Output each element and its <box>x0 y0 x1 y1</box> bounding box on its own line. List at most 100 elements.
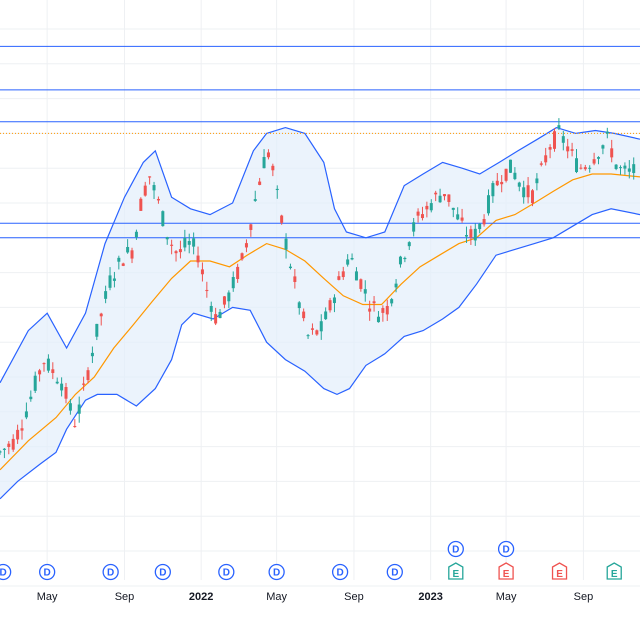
candle <box>60 377 64 397</box>
dividend-marker-circle <box>331 563 349 581</box>
dividend-marker[interactable]: D <box>218 563 235 581</box>
candle-body <box>363 289 367 294</box>
candle <box>121 262 125 267</box>
dividend-marker[interactable]: D <box>268 563 285 581</box>
candle-body <box>302 311 306 319</box>
dividend-marker[interactable]: D <box>497 540 515 558</box>
candle-body <box>561 136 565 143</box>
candle <box>350 253 354 261</box>
dividend-marker-circle <box>268 563 285 581</box>
candle-body <box>495 180 499 186</box>
candle-body <box>376 316 380 323</box>
candle-body <box>566 146 570 152</box>
candle <box>7 441 11 455</box>
candle <box>42 362 46 372</box>
candle-body <box>544 155 548 163</box>
candle-body <box>588 167 592 169</box>
candle <box>117 255 121 270</box>
candle <box>500 175 504 193</box>
candle-body <box>328 300 332 311</box>
candle <box>297 301 301 315</box>
candle-body <box>0 451 2 453</box>
candle <box>623 162 627 175</box>
earnings-marker[interactable]: E <box>498 562 514 580</box>
candles-layer <box>0 118 636 459</box>
candle <box>284 233 288 259</box>
candle <box>597 156 601 165</box>
candle-body <box>99 313 103 317</box>
dividend-marker[interactable]: D <box>0 563 12 581</box>
candle-body <box>513 172 517 180</box>
candle <box>112 271 116 288</box>
earnings-marker-label: E <box>503 569 510 580</box>
dividend-marker-label: D <box>273 568 280 579</box>
candle <box>566 138 570 159</box>
candle-body <box>491 183 495 197</box>
candle <box>73 419 77 428</box>
candle <box>504 168 508 183</box>
earnings-marker-shape <box>606 562 622 580</box>
dividend-marker[interactable]: D <box>447 540 464 558</box>
dividend-marker[interactable]: D <box>102 563 119 581</box>
candle-body <box>253 199 257 201</box>
earnings-marker[interactable]: E <box>448 562 464 580</box>
candle <box>95 323 99 341</box>
candle <box>570 142 574 157</box>
candle-body <box>478 223 482 230</box>
candle <box>346 254 350 267</box>
candle <box>249 223 253 237</box>
candle-body <box>29 396 33 400</box>
candle <box>420 206 424 221</box>
candle <box>425 201 429 218</box>
candle <box>231 271 235 292</box>
candle <box>438 188 442 203</box>
candle-body <box>504 168 508 181</box>
dividend-marker[interactable]: D <box>331 563 349 581</box>
earnings-marker-label: E <box>611 569 618 580</box>
candle <box>583 164 587 171</box>
candle-body <box>526 185 530 198</box>
earnings-marker-shape <box>448 562 464 580</box>
x-tick-label: Sep <box>344 591 364 603</box>
candle <box>508 159 512 174</box>
candle-body <box>557 125 561 129</box>
candle <box>240 252 244 261</box>
dividend-marker-circle <box>218 563 235 581</box>
candle <box>306 334 310 339</box>
dividend-marker[interactable]: D <box>154 563 171 581</box>
dividend-marker-label: D <box>0 568 7 579</box>
earnings-marker[interactable]: E <box>551 562 568 580</box>
horizontal-levels-layer <box>0 45 640 239</box>
candle-body <box>429 203 433 211</box>
candle-body <box>73 426 77 428</box>
candle-body <box>121 263 125 266</box>
x-tick-label: May <box>37 591 58 603</box>
candle-body <box>117 257 121 262</box>
candle <box>552 128 556 152</box>
candle-body <box>442 194 446 197</box>
candle-body <box>271 165 275 171</box>
candle <box>486 189 490 216</box>
earnings-marker[interactable]: E <box>606 562 622 580</box>
candle-body <box>24 411 28 418</box>
candle-body <box>266 152 270 158</box>
candle <box>407 241 411 250</box>
dividend-marker[interactable]: D <box>386 563 403 581</box>
candle-body <box>205 289 209 292</box>
candle-body <box>341 271 345 278</box>
candle <box>236 263 240 283</box>
candle <box>530 189 534 207</box>
bollinger-band-layer <box>0 126 640 500</box>
candle-body <box>407 242 411 247</box>
candle <box>469 225 473 245</box>
dividend-marker[interactable]: D <box>39 563 56 581</box>
candle <box>130 247 134 264</box>
dividend-marker-label: D <box>452 545 459 556</box>
candle-body <box>51 369 55 374</box>
candle <box>429 199 433 213</box>
candle-body <box>86 370 90 381</box>
bollinger-lower-line <box>0 208 640 500</box>
candle <box>517 181 521 192</box>
